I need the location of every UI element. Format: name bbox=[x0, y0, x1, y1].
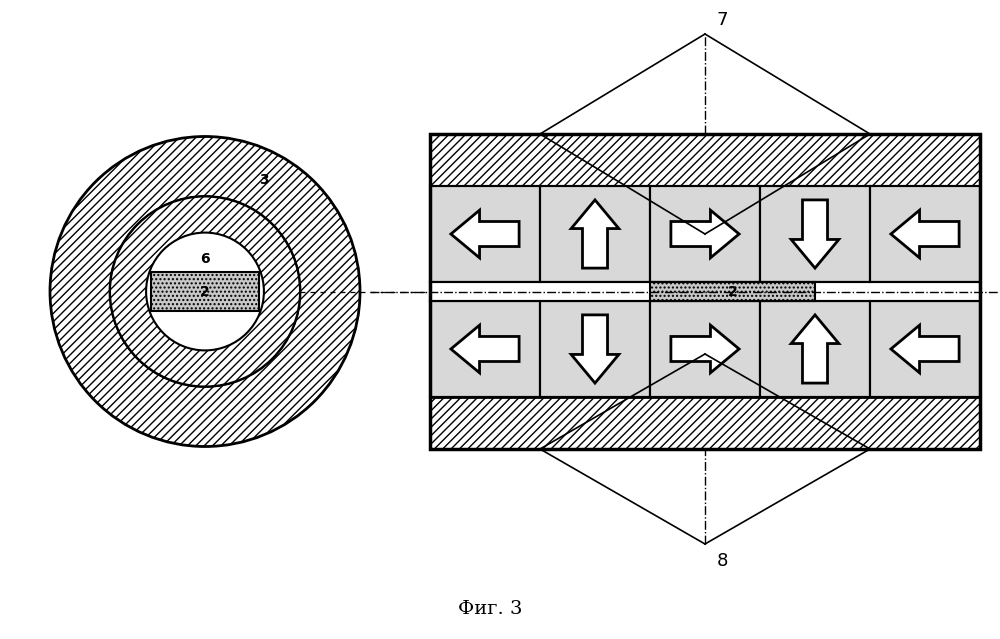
Bar bbox=[540, 301, 650, 397]
Bar bbox=[430, 397, 980, 449]
Polygon shape bbox=[671, 325, 739, 373]
Polygon shape bbox=[571, 315, 619, 383]
Text: 2: 2 bbox=[728, 284, 737, 298]
Bar bbox=[151, 272, 259, 311]
Polygon shape bbox=[791, 200, 839, 268]
Polygon shape bbox=[451, 325, 519, 373]
Ellipse shape bbox=[146, 233, 264, 350]
Polygon shape bbox=[571, 200, 619, 268]
Text: Фиг. 3: Фиг. 3 bbox=[458, 600, 522, 618]
Text: 8: 8 bbox=[717, 552, 728, 570]
Polygon shape bbox=[891, 325, 959, 373]
Bar bbox=[760, 301, 870, 397]
Text: 3: 3 bbox=[259, 173, 269, 187]
Bar bbox=[430, 282, 980, 301]
Ellipse shape bbox=[50, 137, 360, 447]
Bar bbox=[870, 186, 980, 282]
Bar bbox=[760, 186, 870, 282]
Bar bbox=[430, 186, 540, 282]
Bar bbox=[430, 134, 980, 449]
Polygon shape bbox=[791, 315, 839, 383]
Bar bbox=[540, 186, 650, 282]
Polygon shape bbox=[891, 210, 959, 258]
Bar bbox=[430, 301, 540, 397]
Bar bbox=[650, 301, 760, 397]
Polygon shape bbox=[671, 210, 739, 258]
Text: 2: 2 bbox=[200, 284, 210, 298]
Text: 6: 6 bbox=[200, 252, 210, 266]
Bar bbox=[870, 301, 980, 397]
Polygon shape bbox=[451, 210, 519, 258]
Ellipse shape bbox=[110, 197, 300, 387]
Ellipse shape bbox=[110, 197, 300, 387]
Text: 7: 7 bbox=[717, 11, 728, 29]
Bar bbox=[650, 282, 815, 301]
Bar bbox=[430, 134, 980, 186]
Bar bbox=[650, 186, 760, 282]
